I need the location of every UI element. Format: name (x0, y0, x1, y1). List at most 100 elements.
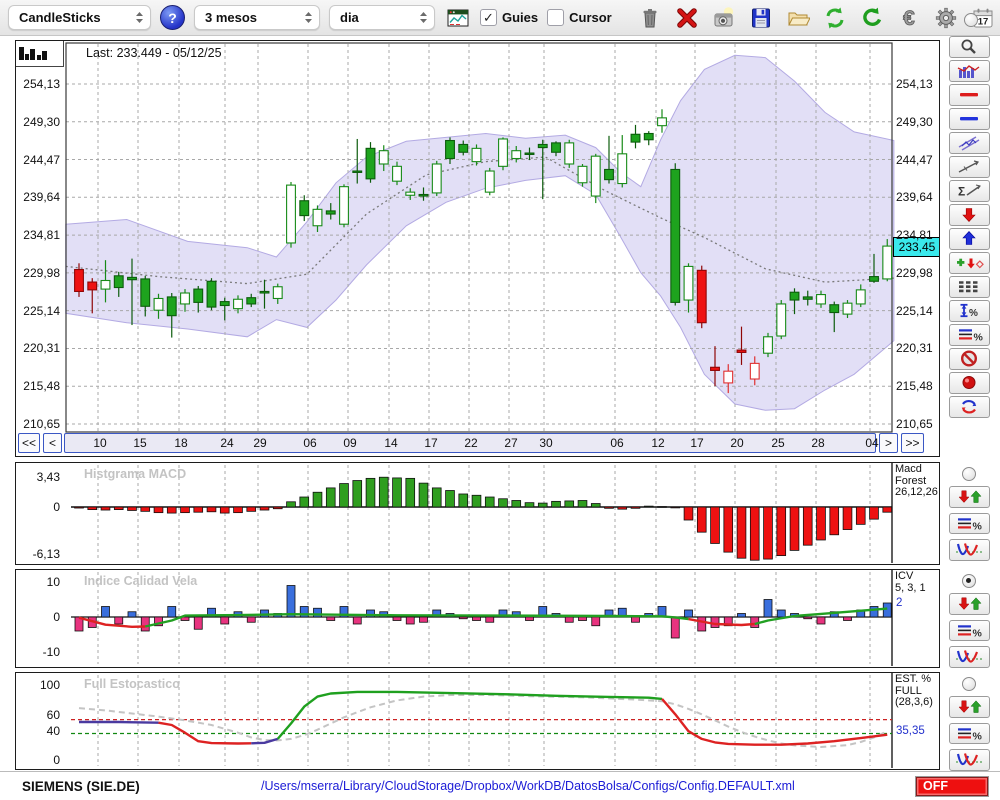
range-select[interactable]: 3 mesos (194, 5, 320, 30)
open-folder-button[interactable] (785, 4, 812, 31)
curve-preview-button[interactable] (948, 646, 990, 668)
price-label: 234,81 (23, 228, 60, 243)
refresh-button[interactable] (822, 4, 849, 31)
signal-arrows-button[interactable] (948, 486, 990, 508)
signal-arrows-icon (958, 597, 982, 611)
price-label: 249,30 (896, 114, 933, 129)
help-button[interactable]: ? (160, 5, 185, 30)
guies-checkbox[interactable]: ✓ Guies (480, 9, 538, 26)
sync-button[interactable] (948, 396, 990, 418)
back-button[interactable]: < (43, 433, 62, 453)
main-panel-radio[interactable] (964, 13, 978, 27)
settings-gear-button[interactable] (933, 4, 960, 31)
euro-button[interactable]: € (896, 4, 923, 31)
sto-y100: 100 (39, 678, 60, 692)
signal-arrows-button[interactable] (948, 593, 990, 615)
arrow-up-button[interactable] (948, 228, 990, 250)
nav-date-label: 25 (771, 436, 785, 450)
sto-current-value: 35,35 (896, 725, 925, 737)
help-label: ? (168, 9, 177, 26)
macd-histogram-panel: Histgrama MACD 3,43 0 -6,13 Macd Forest 26… (15, 462, 940, 565)
svg-text:%: % (973, 627, 983, 639)
last-price-label: Last: 233.449 - 05/12/25 (86, 46, 222, 60)
price-label: 215,48 (896, 379, 933, 394)
euro-icon: € (903, 6, 916, 29)
sto-panel-radio[interactable] (962, 677, 976, 691)
channel-button[interactable] (948, 132, 990, 154)
price-label: 254,13 (896, 77, 933, 91)
checkbox-check-icon: ✓ (480, 9, 497, 26)
sum-trend-button[interactable]: Σ (948, 180, 990, 202)
blue-hline-button[interactable] (948, 108, 990, 130)
stochastic-panel: Full Estocastico 100 60 40 0 EST. % FULL(… (15, 672, 940, 770)
fast-back-button[interactable]: << (18, 433, 40, 453)
settings-gear-icon (936, 7, 957, 28)
lines-percent-sm-button[interactable]: % (948, 619, 990, 641)
blue-hline-icon (960, 117, 978, 121)
record-button[interactable] (948, 372, 990, 394)
corner-volume-icon[interactable] (16, 41, 64, 67)
chevron-updown-icon (419, 11, 428, 24)
top-toolbar: CandleSticks ? 3 mesos dia ✓ Guies Curso… (0, 0, 1000, 36)
curve-preview-icon (956, 543, 982, 556)
sum-trend-icon: Σ (958, 185, 981, 199)
macd-chart[interactable] (16, 463, 939, 563)
trendline-button[interactable] (948, 156, 990, 178)
price-label: 244,47 (896, 152, 933, 167)
chart-window-button[interactable] (444, 4, 471, 31)
curve-preview-button[interactable] (948, 749, 990, 771)
zoom-button[interactable] (948, 36, 990, 58)
camera-button[interactable] (711, 4, 738, 31)
icv-chart[interactable] (16, 570, 939, 666)
icv-ymax: 10 (46, 575, 60, 589)
price-label: 210,65 (23, 416, 60, 431)
stochastic-chart[interactable] (16, 673, 939, 768)
price-label: 239,64 (896, 190, 933, 205)
off-toggle-button[interactable]: OFF (916, 776, 988, 796)
chevron-updown-icon (135, 11, 144, 24)
forward-button[interactable]: > (879, 433, 898, 453)
lines-percent-button[interactable]: % (948, 324, 990, 346)
interval-select[interactable]: dia (329, 5, 435, 30)
macd-tools: % (945, 467, 993, 561)
trash-icon (643, 8, 657, 27)
nav-date-label: 15 (133, 436, 147, 450)
price-label: 229,98 (23, 265, 60, 280)
icv-panel-radio[interactable] (962, 574, 976, 588)
vrange-percent-button[interactable]: % (948, 300, 990, 322)
lines-percent-sm-button[interactable]: % (948, 512, 990, 534)
icv-tools: % (945, 574, 993, 668)
save-button[interactable] (748, 4, 775, 31)
macd-info: Macd Forest 26,12,26 (895, 463, 938, 498)
indicators-button[interactable] (948, 60, 990, 82)
chart-type-select[interactable]: CandleSticks (8, 5, 151, 30)
lines-percent-sm-icon: % (958, 518, 983, 532)
date-track[interactable]: 10 15 18 24 29 06 09 14 17 22 27 30 06 12 17 20 25 28 04 (64, 433, 879, 453)
dashed-list-button[interactable] (948, 276, 990, 298)
nav-date-label: 10 (93, 436, 107, 450)
fast-forward-button[interactable]: >> (901, 433, 924, 453)
nav-date-label: 17 (424, 436, 438, 450)
price-label: 210,65 (896, 416, 933, 431)
sto-y0: 0 (53, 753, 60, 767)
delete-x-button[interactable] (674, 4, 701, 31)
lines-percent-sm-button[interactable]: % (948, 722, 990, 744)
revert-button[interactable] (859, 4, 886, 31)
camera-icon (714, 6, 734, 26)
arrow-down-button[interactable] (948, 204, 990, 226)
calendar-button[interactable]: 17 (970, 4, 997, 31)
macd-panel-radio[interactable] (962, 467, 976, 481)
red-hline-button[interactable] (948, 84, 990, 106)
price-label: 254,13 (23, 77, 60, 91)
signal-arrows-button[interactable] (948, 696, 990, 718)
zoom-icon (961, 39, 976, 55)
cursor-checkbox[interactable]: Cursor (547, 9, 612, 26)
add-signal-button[interactable] (948, 252, 990, 274)
channel-icon (958, 136, 980, 151)
curve-preview-icon (956, 753, 982, 766)
svg-text:%: % (973, 730, 983, 742)
curve-preview-button[interactable] (948, 539, 990, 561)
candlestick-chart[interactable] (16, 41, 939, 433)
trash-button[interactable] (637, 4, 664, 31)
forbid-button[interactable] (948, 348, 990, 370)
